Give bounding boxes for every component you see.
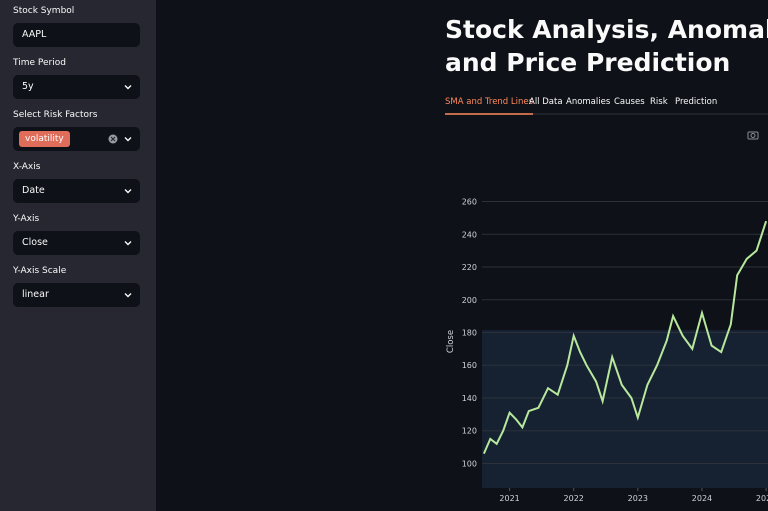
chevron-icon xyxy=(124,293,132,298)
y-tick-label: 200 xyxy=(462,296,477,305)
select-box[interactable]: Close xyxy=(13,231,140,255)
x-tick-label: 2021 xyxy=(499,494,519,503)
x-tick-label: 2022 xyxy=(564,494,584,503)
clear-icon[interactable] xyxy=(108,134,118,144)
y-tick-label: 240 xyxy=(462,230,477,239)
tab[interactable]: Risk xyxy=(650,97,668,107)
field-value: AAPL xyxy=(22,29,47,40)
y-tick-label: 100 xyxy=(462,459,477,468)
x-tick-label: 2025 xyxy=(756,494,768,503)
main-panel: Stock Analysis, Anomaly Detection and Pr… xyxy=(445,15,768,503)
field-label: X-Axis xyxy=(13,162,41,172)
field-label: Select Risk Factors xyxy=(13,110,98,120)
title-line: and Price Prediction xyxy=(445,48,730,77)
tab[interactable]: Prediction xyxy=(675,97,717,107)
field-value: 5y xyxy=(22,81,34,92)
y-tick-label: 180 xyxy=(462,328,477,337)
tab[interactable]: Causes xyxy=(614,97,645,107)
volume-shade xyxy=(482,330,768,488)
tag-chip[interactable]: volatility xyxy=(19,131,70,147)
chevron-icon xyxy=(124,137,132,142)
y-axis-title: Close xyxy=(446,330,456,353)
sidebar: Stock Symbol AAPL Time Period 5y Select Risk… xyxy=(0,0,156,511)
select-box[interactable]: Date xyxy=(13,179,140,203)
y-tick-label: 160 xyxy=(462,361,477,370)
y-tick-label: 260 xyxy=(462,198,477,207)
text-input[interactable]: AAPL xyxy=(13,23,140,47)
y-tick-label: 220 xyxy=(462,263,477,272)
field-value: Close xyxy=(22,237,48,248)
title-line: Stock Analysis, Anomaly Detection xyxy=(445,15,768,44)
field-label: Y-Axis xyxy=(13,214,40,224)
y-tick-label: 120 xyxy=(462,427,477,436)
tab[interactable]: Anomalies xyxy=(566,97,611,107)
y-tick-label: 140 xyxy=(462,394,477,403)
price-line xyxy=(482,220,768,454)
field-value: linear xyxy=(22,289,49,300)
tab[interactable]: SMA and Trend Lines xyxy=(445,97,534,107)
select-box[interactable]: 5y xyxy=(13,75,140,99)
field-label: Y-Axis Scale xyxy=(13,266,67,276)
chevron-icon xyxy=(124,85,132,90)
select-box[interactable]: linear xyxy=(13,283,140,307)
x-tick-label: 2023 xyxy=(628,494,648,503)
chevron-icon xyxy=(124,241,132,246)
camera-icon xyxy=(747,131,759,140)
field-value: Date xyxy=(22,185,45,196)
field-label: Time Period xyxy=(13,58,66,68)
field-label: Stock Symbol xyxy=(13,6,75,16)
tab[interactable]: All Data xyxy=(529,97,563,107)
chevron-icon xyxy=(124,189,132,194)
select-box[interactable]: volatility xyxy=(13,127,140,151)
x-tick-label: 2024 xyxy=(692,494,712,503)
